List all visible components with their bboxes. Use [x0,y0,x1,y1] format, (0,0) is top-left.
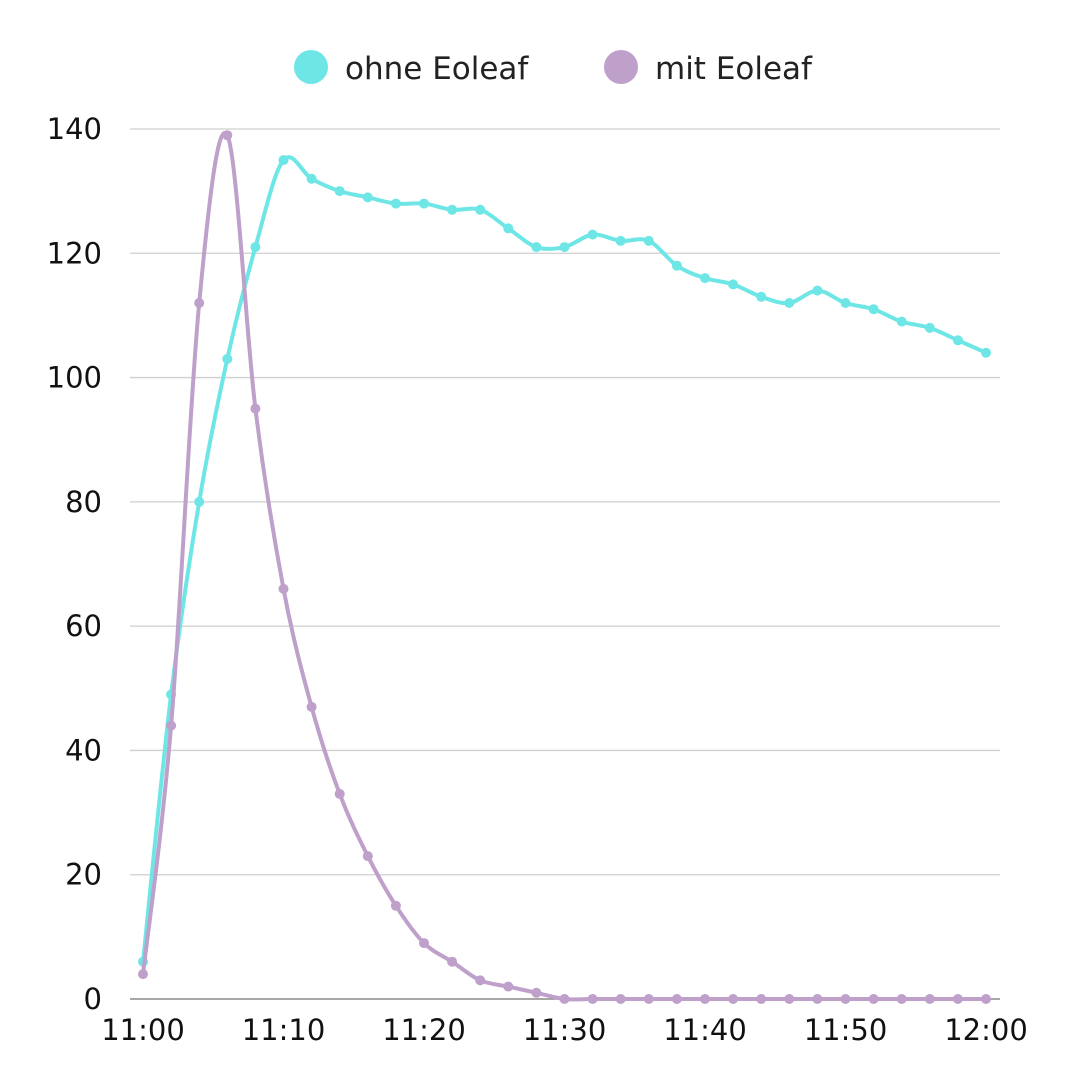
data-point [475,204,486,215]
data-point [419,198,429,209]
x-tick-label: 11:30 [523,1013,607,1047]
data-point [419,938,429,949]
legend-label: mit Eoleaf [655,51,813,87]
data-point [503,223,514,234]
y-axis-ticks: 0 20 40 60 80 100 120 140 [47,112,102,1016]
legend-item-1: ohne Eoleaf [294,50,529,87]
data-point [896,994,907,1004]
data-point [981,994,991,1004]
data-point [503,981,514,992]
data-point [138,969,148,980]
y-tick-label: 0 [84,982,102,1016]
data-point [756,994,767,1004]
series-2 [138,130,991,1004]
data-point [222,130,233,141]
x-tick-label: 11:50 [804,1013,888,1047]
x-tick-label: 11:00 [101,1013,185,1047]
legend-item-2: mit Eoleaf [604,50,813,87]
x-tick-label: 12:00 [944,1013,1028,1047]
legend-label: ohne Eoleaf [345,51,529,87]
gridlines [130,128,1000,1000]
data-point [390,900,401,911]
data-point [643,994,654,1004]
data-point [868,304,879,315]
legend-swatch [604,50,638,84]
data-point [334,788,345,799]
data-point [475,975,486,986]
y-tick-label: 20 [65,858,102,892]
data-point [194,496,205,507]
x-tick-label: 11:20 [382,1013,466,1047]
data-point [896,316,907,327]
data-point [728,994,739,1004]
data-point [587,994,598,1004]
data-point [587,229,598,240]
data-point [334,186,345,197]
data-point [306,173,317,184]
series-group [138,130,991,1004]
data-point [952,994,963,1004]
data-point [615,994,626,1004]
x-tick-label: 11:40 [663,1013,747,1047]
x-axis-ticks: 11:00 11:10 11:20 11:30 11:40 11:50 12:00 [101,1013,1028,1047]
y-tick-label: 140 [47,112,102,146]
data-point [981,347,991,358]
data-point [250,403,261,414]
x-tick-label: 11:10 [242,1013,326,1047]
data-point [671,994,682,1004]
data-point [278,583,289,594]
data-point [700,273,710,284]
data-point [812,285,823,296]
data-point [559,242,570,253]
data-point [812,994,823,1004]
data-point [362,192,373,203]
data-point [531,242,542,253]
data-point [559,994,570,1004]
data-point [784,994,795,1004]
y-tick-label: 40 [65,733,102,767]
data-point [671,260,682,271]
y-tick-label: 60 [65,609,102,643]
data-point [390,198,401,209]
data-point [615,235,626,246]
data-point [222,353,233,364]
legend: ohne Eoleaf mit Eoleaf [294,50,813,87]
legend-swatch [294,50,328,84]
series-line [141,155,988,964]
series-line [141,131,988,1002]
data-point [447,204,458,215]
data-point [952,335,963,346]
data-point [868,994,879,1004]
data-point [840,298,851,308]
y-tick-label: 80 [65,485,102,519]
data-point [728,279,739,290]
y-tick-label: 100 [47,361,102,395]
data-point [756,291,767,302]
data-point [924,994,935,1004]
data-point [840,994,851,1004]
data-point [447,956,458,967]
data-point [700,994,710,1004]
data-point [784,298,795,308]
data-point [643,235,654,246]
data-point [278,155,289,166]
data-point [250,242,261,253]
data-point [531,987,542,998]
data-point [166,720,177,731]
data-point [924,322,935,333]
data-point [306,701,317,712]
data-point [362,851,373,862]
data-point [194,298,205,308]
y-tick-label: 120 [47,236,102,270]
series-1 [138,155,991,967]
